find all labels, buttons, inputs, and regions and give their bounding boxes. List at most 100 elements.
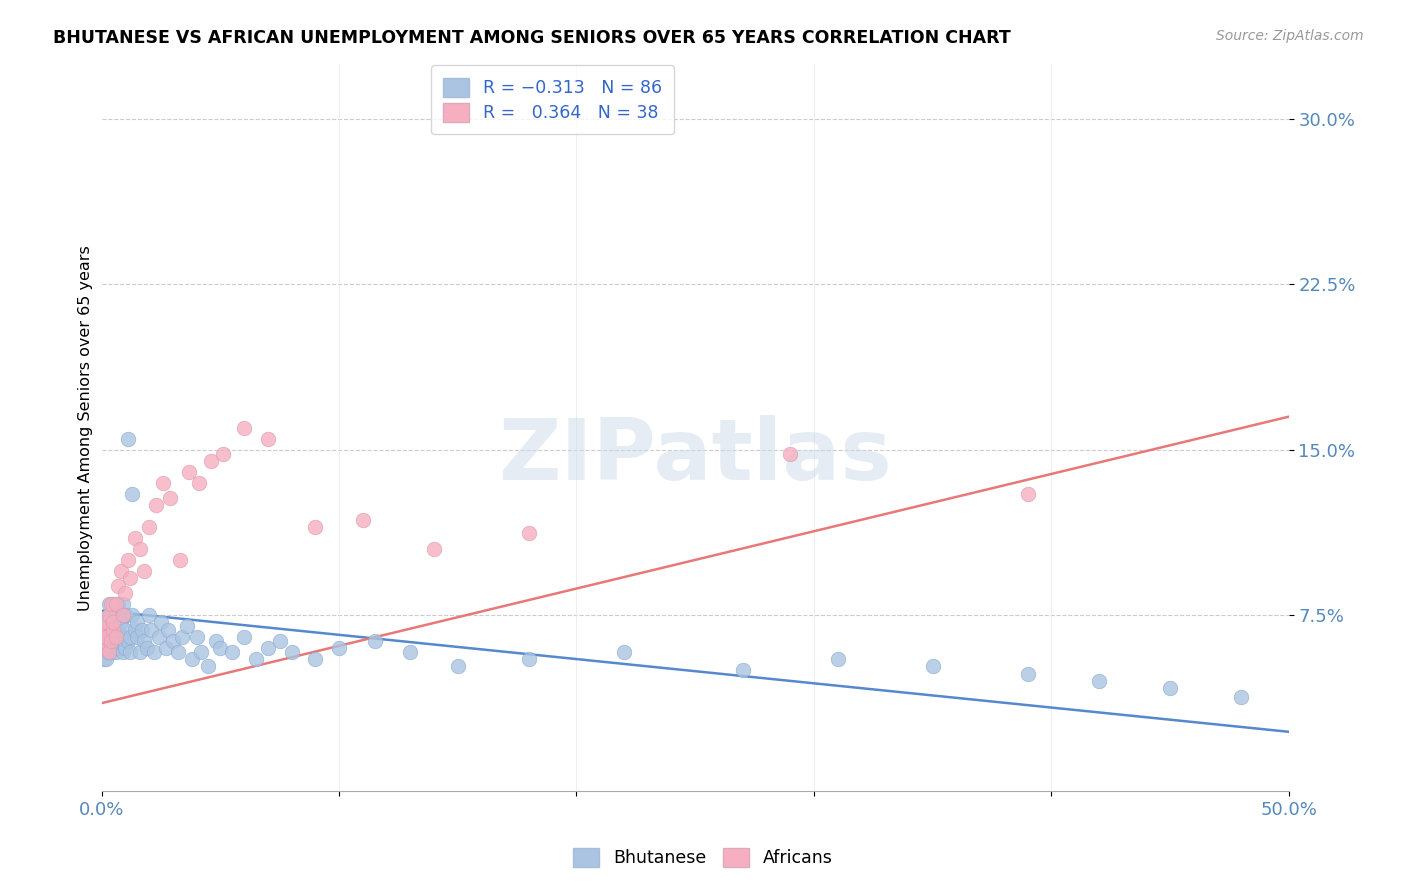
Point [245,652,267,666]
Point [304,520,326,534]
Point [111,597,134,611]
Point [172,630,194,644]
Point [120,645,142,659]
Point [256,432,278,446]
Point [100,607,122,622]
Point [179,465,201,479]
Point [100,645,122,659]
Point [93,634,115,648]
Point [97,641,120,656]
Point [131,624,153,638]
Y-axis label: Unemployment Among Seniors over 65 years: Unemployment Among Seniors over 65 years [79,244,93,610]
Point [114,641,136,656]
Point [921,658,943,673]
Point [134,564,156,578]
Point [111,607,134,622]
Point [104,630,127,644]
Point [209,641,232,656]
Point [149,615,172,629]
Point [100,634,122,648]
Point [110,615,132,629]
Point [104,607,127,622]
Point [141,624,163,638]
Point [93,624,115,638]
Point [169,553,191,567]
Point [399,645,422,659]
Point [117,634,139,648]
Point [96,630,118,644]
Point [363,634,385,648]
Point [117,432,139,446]
Point [176,619,198,633]
Point [148,630,170,644]
Point [152,475,174,490]
Point [256,641,278,656]
Point [97,624,120,638]
Point [145,498,167,512]
Point [162,634,184,648]
Point [96,615,118,629]
Point [103,615,125,629]
Point [96,630,118,644]
Point [121,487,143,501]
Point [517,526,540,541]
Point [128,645,150,659]
Point [1230,690,1253,704]
Point [117,553,139,567]
Point [159,491,181,506]
Point [111,607,134,622]
Point [200,454,222,468]
Point [100,630,122,644]
Point [110,564,132,578]
Point [517,652,540,666]
Point [127,615,149,629]
Text: Source: ZipAtlas.com: Source: ZipAtlas.com [1216,29,1364,44]
Point [128,541,150,556]
Point [1088,674,1111,689]
Text: BHUTANESE VS AFRICAN UNEMPLOYMENT AMONG SENIORS OVER 65 YEARS CORRELATION CHART: BHUTANESE VS AFRICAN UNEMPLOYMENT AMONG … [53,29,1011,47]
Point [304,652,326,666]
Point [96,624,118,638]
Point [96,652,118,666]
Point [447,658,470,673]
Point [613,645,636,659]
Text: ZIPatlas: ZIPatlas [498,416,891,499]
Point [103,615,125,629]
Point [107,597,129,611]
Point [104,597,127,611]
Point [120,630,142,644]
Point [97,597,120,611]
Point [97,645,120,659]
Point [103,597,125,611]
Legend: Bhutanese, Africans: Bhutanese, Africans [565,841,841,874]
Point [269,634,291,648]
Point [124,531,146,545]
Point [186,630,208,644]
Point [190,645,212,659]
Point [107,579,129,593]
Point [1159,681,1181,695]
Point [221,645,243,659]
Point [96,641,118,656]
Point [93,641,115,656]
Point [93,619,115,633]
Point [779,447,801,461]
Point [107,624,129,638]
Point [142,645,165,659]
Point [103,624,125,638]
Point [120,570,142,584]
Point [97,607,120,622]
Point [180,652,202,666]
Point [280,645,302,659]
Point [197,658,219,673]
Point [1017,667,1039,681]
Point [138,520,160,534]
Point [211,447,233,461]
Point [328,641,350,656]
Point [93,652,115,666]
Point [103,641,125,656]
Point [114,624,136,638]
Point [157,624,180,638]
Point [103,624,125,638]
Point [134,634,156,648]
